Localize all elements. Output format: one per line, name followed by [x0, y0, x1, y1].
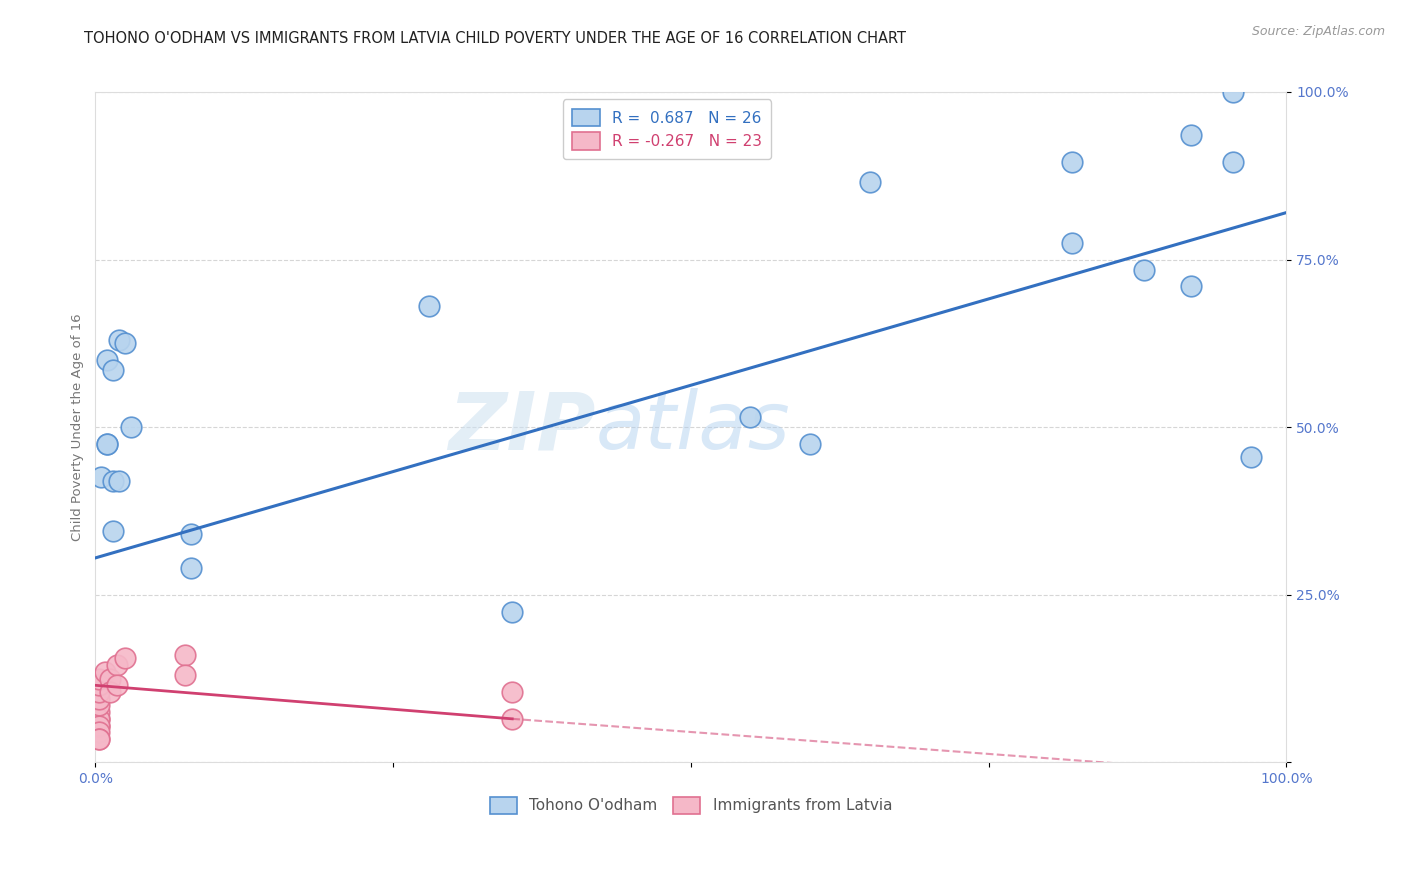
- Point: [98, 685, 121, 699]
- Point: [87, 685, 110, 699]
- Point: [173, 668, 195, 682]
- Text: Source: ZipAtlas.com: Source: ZipAtlas.com: [1251, 25, 1385, 38]
- Point: [1180, 128, 1202, 143]
- Point: [98, 672, 121, 686]
- Point: [87, 718, 110, 732]
- Point: [87, 672, 110, 686]
- Point: [1132, 262, 1154, 277]
- Point: [96, 437, 118, 451]
- Point: [858, 175, 880, 189]
- Point: [1060, 155, 1083, 169]
- Point: [1222, 85, 1244, 99]
- Point: [105, 678, 128, 692]
- Point: [120, 420, 142, 434]
- Point: [501, 712, 523, 726]
- Point: [87, 712, 110, 726]
- Point: [87, 691, 110, 706]
- Point: [108, 333, 131, 347]
- Legend: Tohono O'odham, Immigrants from Latvia: Tohono O'odham, Immigrants from Latvia: [482, 789, 900, 822]
- Point: [96, 353, 118, 368]
- Point: [1180, 279, 1202, 293]
- Point: [103, 363, 125, 377]
- Point: [799, 437, 821, 451]
- Point: [96, 437, 118, 451]
- Text: atlas: atlas: [596, 388, 790, 467]
- Point: [87, 718, 110, 732]
- Point: [87, 712, 110, 726]
- Y-axis label: Child Poverty Under the Age of 16: Child Poverty Under the Age of 16: [72, 313, 84, 541]
- Point: [87, 731, 110, 746]
- Point: [501, 685, 523, 699]
- Point: [114, 651, 136, 665]
- Point: [94, 665, 117, 679]
- Point: [87, 731, 110, 746]
- Point: [90, 470, 112, 484]
- Point: [87, 705, 110, 719]
- Point: [87, 678, 110, 692]
- Point: [103, 524, 125, 538]
- Point: [105, 658, 128, 673]
- Point: [180, 527, 202, 541]
- Point: [1222, 155, 1244, 169]
- Point: [418, 300, 440, 314]
- Point: [740, 410, 762, 425]
- Text: ZIP: ZIP: [449, 388, 596, 467]
- Point: [1240, 450, 1263, 465]
- Point: [501, 605, 523, 619]
- Point: [1060, 235, 1083, 250]
- Point: [173, 648, 195, 662]
- Point: [114, 336, 136, 351]
- Point: [103, 474, 125, 488]
- Point: [108, 474, 131, 488]
- Point: [87, 698, 110, 713]
- Point: [87, 725, 110, 739]
- Point: [180, 561, 202, 575]
- Text: TOHONO O'ODHAM VS IMMIGRANTS FROM LATVIA CHILD POVERTY UNDER THE AGE OF 16 CORRE: TOHONO O'ODHAM VS IMMIGRANTS FROM LATVIA…: [84, 31, 907, 46]
